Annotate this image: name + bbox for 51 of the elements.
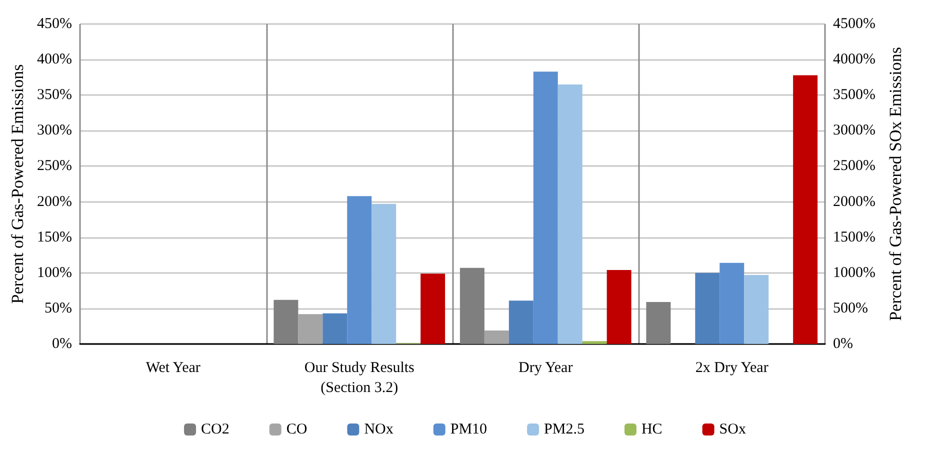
x-tick-label: Our Study Results (Section 3.2) bbox=[304, 360, 415, 396]
y-tick-label: 250% bbox=[37, 158, 72, 174]
bar bbox=[720, 262, 744, 344]
y2-tick-label: 3000% bbox=[833, 122, 876, 139]
bar bbox=[372, 204, 396, 344]
bar bbox=[606, 270, 632, 344]
y2-tick-label: 0% bbox=[833, 336, 853, 352]
legend-label: NOx bbox=[364, 422, 394, 438]
bar bbox=[274, 300, 298, 344]
bar bbox=[484, 330, 509, 344]
bar bbox=[347, 196, 372, 344]
legend-label: HC bbox=[641, 422, 662, 438]
bar bbox=[420, 274, 446, 344]
y2-tick-label: 500% bbox=[833, 300, 868, 316]
y2-tick-label: 3500% bbox=[833, 87, 876, 104]
y2-tick-label: 2500% bbox=[833, 158, 876, 174]
y-tick-label: 150% bbox=[37, 229, 72, 246]
bar bbox=[744, 275, 769, 344]
bar bbox=[460, 268, 484, 344]
y-tick-label: 300% bbox=[37, 122, 72, 139]
legend-label: CO2 bbox=[201, 422, 230, 438]
y-tick-label: 50% bbox=[44, 300, 72, 316]
y2-tick-label: 4000% bbox=[833, 52, 876, 68]
y-axis-title: Percent of Gas-Powered Emissions bbox=[8, 64, 28, 304]
y2-tick-label: 1000% bbox=[833, 264, 876, 281]
x-tick-label: 2x Dry Year bbox=[695, 360, 768, 376]
legend-label: PM2.5 bbox=[544, 422, 584, 438]
bar bbox=[508, 300, 534, 344]
bar bbox=[582, 341, 607, 344]
y-tick-label: 400% bbox=[37, 52, 72, 68]
y-tick-label: 200% bbox=[37, 194, 72, 210]
bar bbox=[646, 302, 671, 344]
y-tick-label: 450% bbox=[37, 16, 72, 32]
y2-tick-label: 4500% bbox=[833, 16, 876, 32]
y2-axis-title: Percent of Gas-Powered SOx Emissions bbox=[886, 47, 905, 321]
bar bbox=[533, 72, 558, 344]
x-tick-label: Wet Year bbox=[146, 360, 200, 376]
bar bbox=[558, 84, 582, 344]
legend-label: PM10 bbox=[450, 422, 488, 438]
y2-tick-label: 1500% bbox=[833, 229, 876, 246]
bar bbox=[322, 313, 348, 344]
y-tick-label: 350% bbox=[37, 87, 72, 104]
bar bbox=[793, 75, 818, 344]
y2-tick-label: 2000% bbox=[833, 194, 876, 210]
legend-label: CO bbox=[286, 422, 308, 438]
y-tick-label: 0% bbox=[52, 336, 72, 352]
x-tick-label: Dry Year bbox=[518, 360, 573, 376]
y-tick-label: 100% bbox=[37, 264, 72, 281]
legend-label: SOx bbox=[719, 422, 746, 438]
bar bbox=[695, 272, 720, 344]
bar bbox=[298, 314, 323, 344]
